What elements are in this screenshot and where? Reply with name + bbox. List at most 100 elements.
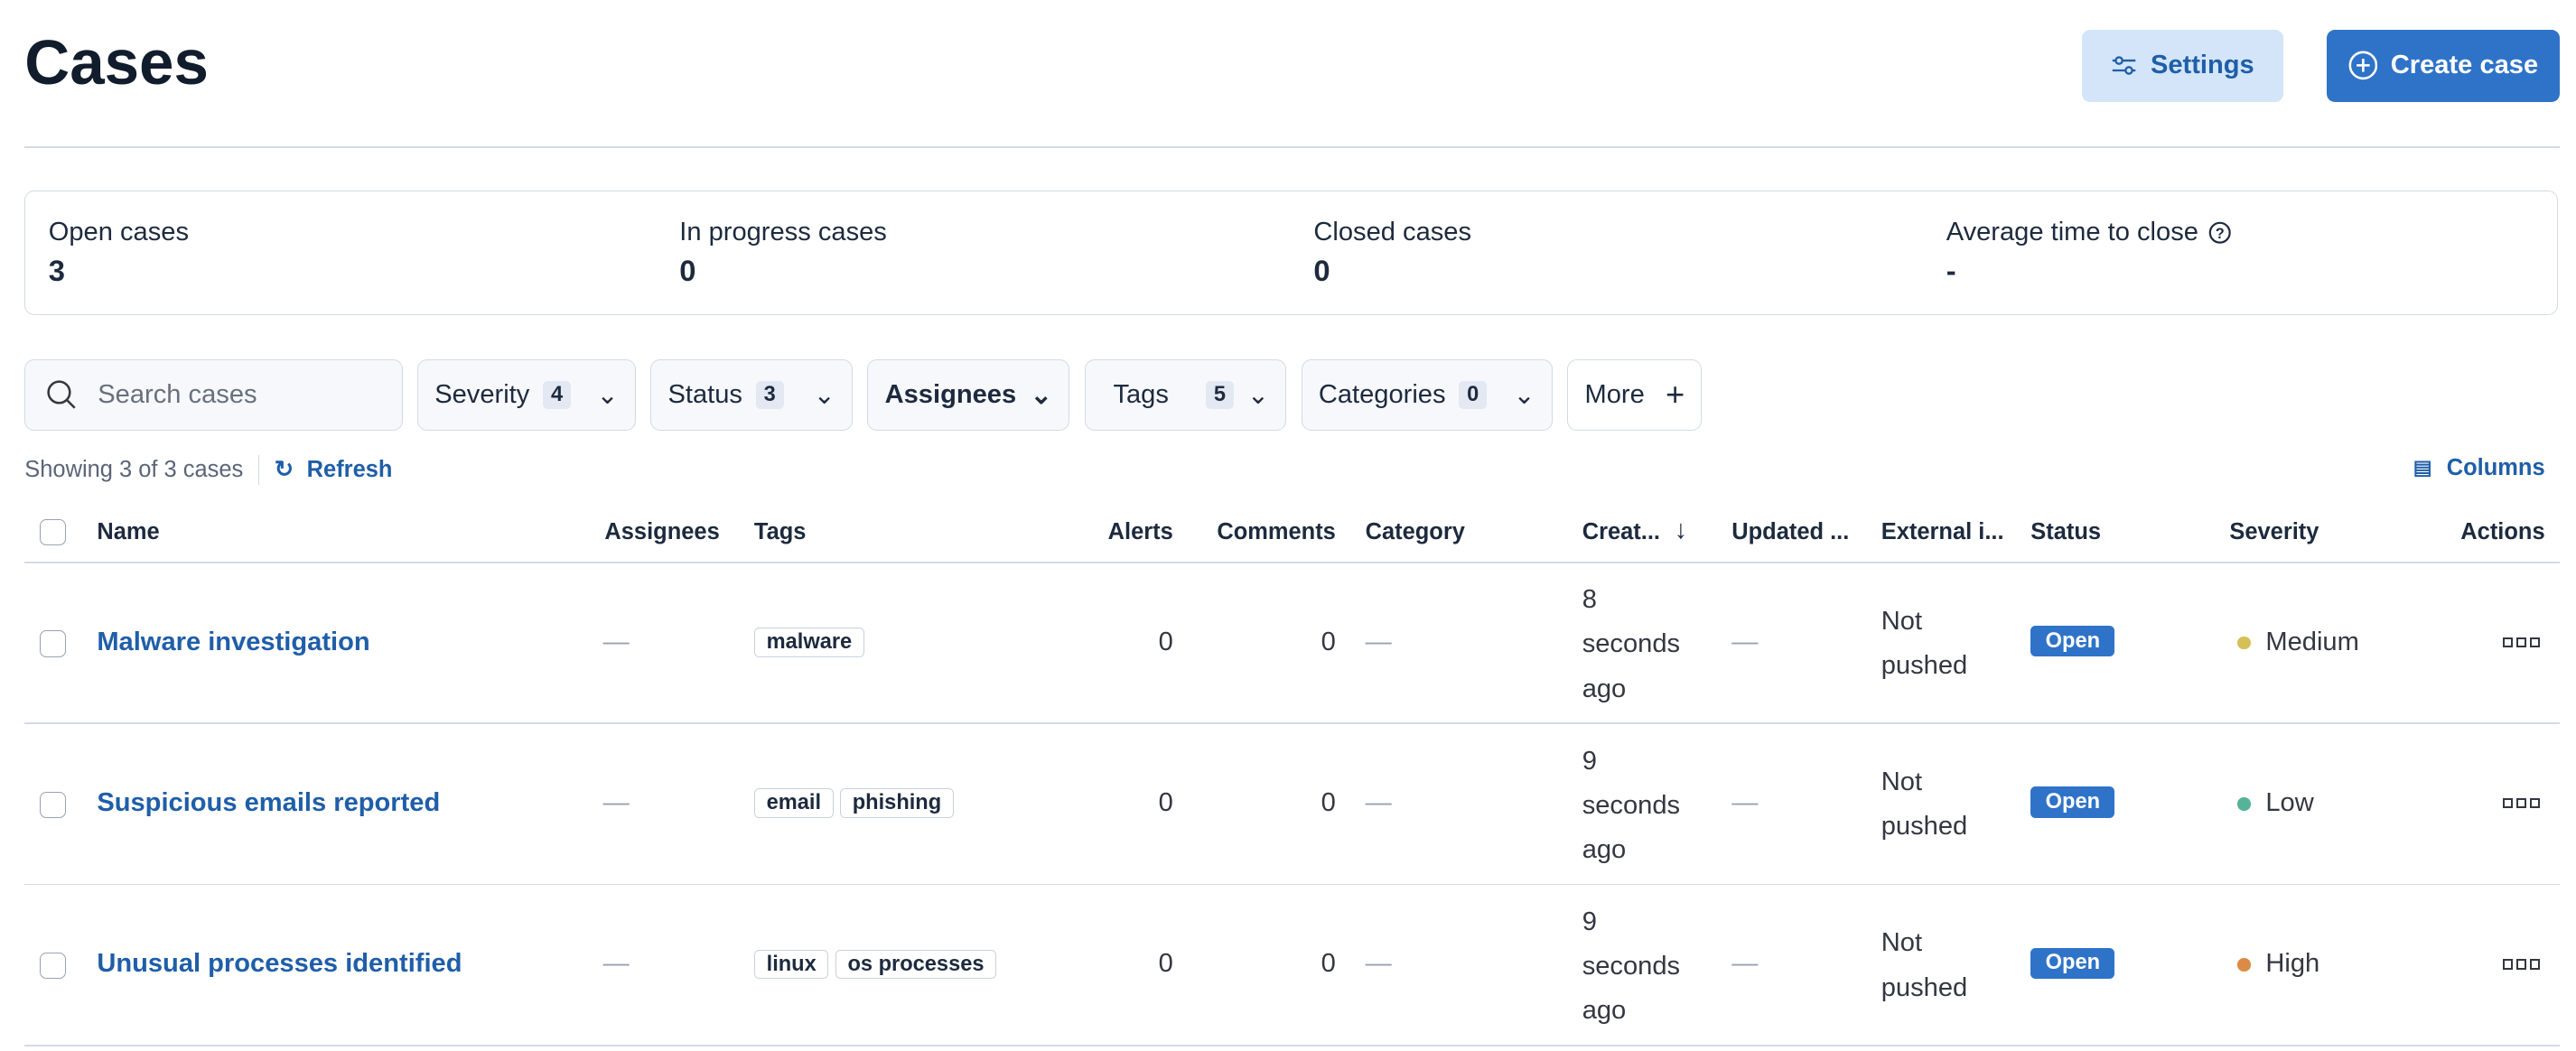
column-header-6[interactable]: Creat... — [1582, 518, 1660, 544]
row-actions-button[interactable] — [2503, 798, 2541, 809]
tag-badge: phishing — [840, 788, 954, 819]
row-actions-button[interactable] — [2503, 637, 2541, 648]
updated-empty: — — [1731, 788, 1759, 818]
created-text: seconds — [1582, 629, 1681, 659]
assignees-filter[interactable]: Assignees ⌄ — [867, 359, 1070, 431]
column-header-1[interactable]: Assignees — [604, 518, 720, 544]
created-text: seconds — [1582, 790, 1681, 820]
sort-descending-icon[interactable]: ↓ — [1674, 516, 1688, 545]
row-checkbox[interactable] — [39, 791, 66, 818]
create-case-button[interactable]: Create case — [2326, 29, 2560, 102]
ellipsis-icon — [2529, 959, 2541, 970]
case-name-link[interactable]: Malware investigation — [97, 627, 370, 656]
updated-empty: — — [1731, 627, 1759, 656]
row-checkbox[interactable] — [39, 953, 66, 980]
created-text: ago — [1582, 996, 1627, 1026]
assignees-empty: — — [602, 949, 630, 979]
status-filter[interactable]: Status 3 ⌄ — [650, 359, 854, 431]
tags-filter[interactable]: Tags 5 ⌄ — [1084, 359, 1287, 431]
created-text: 8 — [1582, 585, 1597, 615]
column-header-4[interactable]: Comments — [1217, 518, 1336, 544]
status-badge: Open — [2030, 626, 2115, 657]
row-divider — [24, 1044, 2560, 1046]
created-text: ago — [1582, 674, 1627, 703]
tag-badge: os processes — [835, 949, 997, 980]
severity-label: High — [2265, 949, 2320, 979]
chevron-down-icon: ⌄ — [1030, 380, 1052, 410]
plus-circle-icon — [2348, 51, 2377, 80]
settings-label: Settings — [2150, 51, 2254, 80]
svg-text:?: ? — [2216, 226, 2225, 242]
stat-in-progress: In progress cases 0 — [679, 218, 887, 288]
created-time: 9 seconds ago — [1582, 900, 1680, 1033]
separator — [257, 454, 260, 485]
external-text: Not — [1881, 767, 1923, 797]
header-divider — [24, 562, 2560, 563]
ellipsis-icon — [2516, 959, 2527, 970]
alerts-count: 0 — [1158, 627, 1173, 656]
category-empty: — — [1365, 949, 1392, 979]
severity-cell: Medium — [2237, 628, 2359, 657]
external-incident: Not pushed — [1881, 921, 1967, 1009]
page-title: Cases — [24, 27, 209, 98]
settings-button[interactable]: Settings — [2081, 29, 2284, 102]
search-input[interactable]: Search cases — [24, 359, 403, 431]
severity-cell: High — [2237, 949, 2319, 979]
external-text: Not — [1881, 606, 1923, 636]
column-header-10[interactable]: Severity — [2229, 518, 2319, 544]
alerts-count: 0 — [1158, 788, 1173, 818]
assignees-empty: — — [602, 788, 630, 818]
assignees-empty: — — [602, 627, 630, 656]
row-divider — [24, 722, 2560, 725]
updated-empty: — — [1731, 949, 1759, 979]
severity-dot-icon — [2237, 636, 2252, 650]
showing-count: Showing 3 of 3 cases — [24, 456, 244, 482]
tag-badge: linux — [753, 949, 829, 980]
categories-filter[interactable]: Categories 0 ⌄ — [1301, 359, 1553, 431]
comments-count: 0 — [1321, 627, 1336, 656]
chevron-down-icon: ⌄ — [596, 380, 619, 410]
sliders-icon — [2113, 56, 2136, 76]
ellipsis-icon — [2503, 637, 2514, 648]
tags-cell: linux os processes — [753, 948, 1003, 980]
column-header-5[interactable]: Category — [1365, 518, 1465, 544]
created-text: 9 — [1582, 746, 1597, 776]
select-all-checkbox[interactable] — [39, 518, 66, 545]
question-icon[interactable]: ? — [2208, 221, 2231, 244]
created-text: 9 — [1582, 907, 1597, 936]
external-text: pushed — [1881, 651, 1968, 681]
created-text: ago — [1582, 834, 1627, 864]
column-header-3[interactable]: Alerts — [1107, 518, 1173, 544]
row-divider — [24, 883, 2560, 886]
more-filters-button[interactable]: More + — [1567, 359, 1703, 431]
chevron-down-icon: ⌄ — [1246, 380, 1270, 410]
columns-button[interactable]: ▤ Columns — [2413, 454, 2545, 480]
category-empty: — — [1365, 788, 1392, 818]
status-badge: Open — [2030, 786, 2115, 818]
row-actions-button[interactable] — [2503, 959, 2541, 970]
case-name-link[interactable]: Suspicious emails reported — [97, 788, 441, 818]
column-header-7[interactable]: Updated ... — [1731, 518, 1850, 544]
severity-label: Low — [2265, 788, 2314, 818]
column-header-0[interactable]: Name — [97, 518, 160, 544]
category-empty: — — [1365, 627, 1392, 656]
ellipsis-icon — [2529, 798, 2541, 809]
external-incident: Not pushed — [1881, 600, 1967, 688]
column-header-9[interactable]: Status — [2030, 518, 2102, 544]
severity-filter[interactable]: Severity 4 ⌄ — [417, 359, 636, 431]
ellipsis-icon — [2529, 637, 2541, 648]
stat-avg-time: Average time to close? - — [1946, 218, 2232, 288]
column-header-2[interactable]: Tags — [753, 518, 807, 544]
external-text: Not — [1881, 928, 1923, 958]
external-text: pushed — [1881, 972, 1968, 1002]
column-header-8[interactable]: External i... — [1881, 518, 2004, 544]
column-header-11[interactable]: Actions — [2460, 518, 2545, 544]
tag-badge: email — [753, 788, 834, 819]
case-name-link[interactable]: Unusual processes identified — [97, 949, 462, 979]
chevron-down-icon: ⌄ — [1513, 380, 1535, 410]
refresh-button[interactable]: ↻ Refresh — [274, 456, 393, 483]
row-checkbox[interactable] — [39, 630, 66, 657]
stat-closed: Closed cases 0 — [1313, 218, 1472, 288]
stat-open: Open cases 3 — [48, 218, 189, 288]
